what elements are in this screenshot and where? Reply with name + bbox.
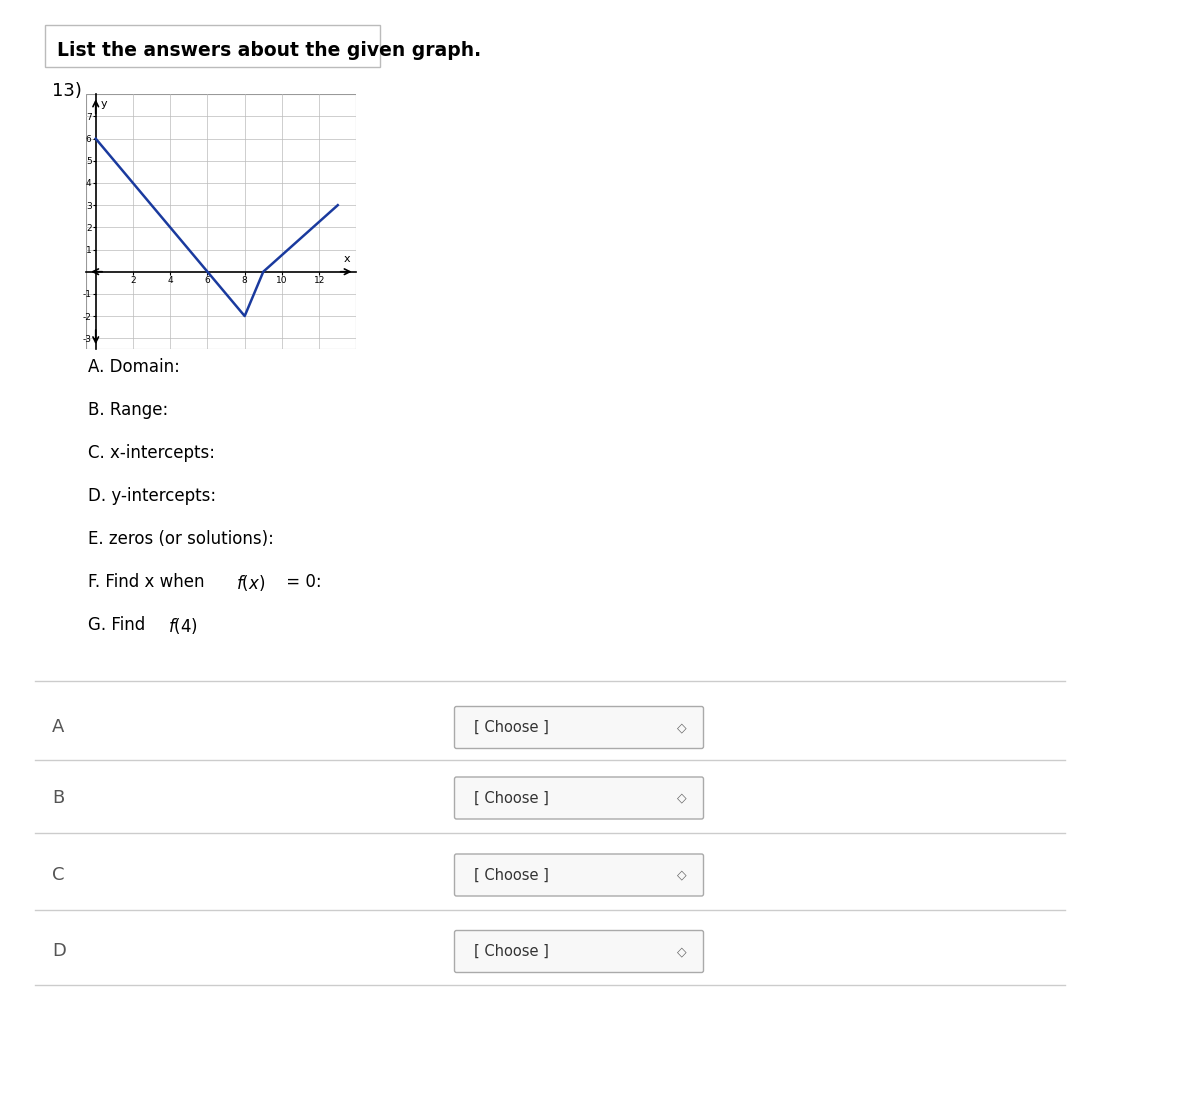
Text: $\mathit{f}(\mathit{4})$: $\mathit{f}(\mathit{4})$ (168, 615, 198, 635)
Text: [ Choose ]: [ Choose ] (474, 720, 550, 735)
Text: A: A (52, 719, 65, 736)
Text: x: x (343, 254, 350, 264)
Text: C. x-intercepts:: C. x-intercepts: (88, 444, 215, 462)
FancyBboxPatch shape (455, 706, 703, 749)
Text: F. Find x when: F. Find x when (88, 573, 210, 591)
Text: A. Domain:: A. Domain: (88, 358, 180, 376)
Bar (46, 26, 380, 67)
Text: ◇: ◇ (677, 868, 686, 882)
Text: [ Choose ]: [ Choose ] (474, 944, 550, 959)
Text: [ Choose ]: [ Choose ] (474, 867, 550, 883)
Text: y: y (101, 99, 107, 109)
Text: $\mathit{f}(\mathit{x})$: $\mathit{f}(\mathit{x})$ (236, 573, 265, 593)
Text: [ Choose ]: [ Choose ] (474, 791, 550, 805)
FancyBboxPatch shape (455, 854, 703, 896)
Text: E. zeros (or solutions):: E. zeros (or solutions): (88, 530, 274, 548)
Text: C: C (52, 866, 65, 884)
Text: ◇: ◇ (677, 945, 686, 958)
Text: G. Find: G. Find (88, 615, 150, 634)
Text: ◇: ◇ (677, 721, 686, 734)
Text: B: B (52, 788, 65, 807)
Text: List the answers about the given graph.: List the answers about the given graph. (58, 41, 481, 60)
Text: D: D (52, 943, 66, 960)
Text: ◇: ◇ (677, 792, 686, 804)
FancyBboxPatch shape (455, 930, 703, 973)
Text: D. y-intercepts:: D. y-intercepts: (88, 487, 216, 505)
FancyBboxPatch shape (455, 777, 703, 820)
Text: = 0:: = 0: (281, 573, 322, 591)
Text: 13): 13) (52, 82, 82, 100)
Text: B. Range:: B. Range: (88, 401, 168, 419)
